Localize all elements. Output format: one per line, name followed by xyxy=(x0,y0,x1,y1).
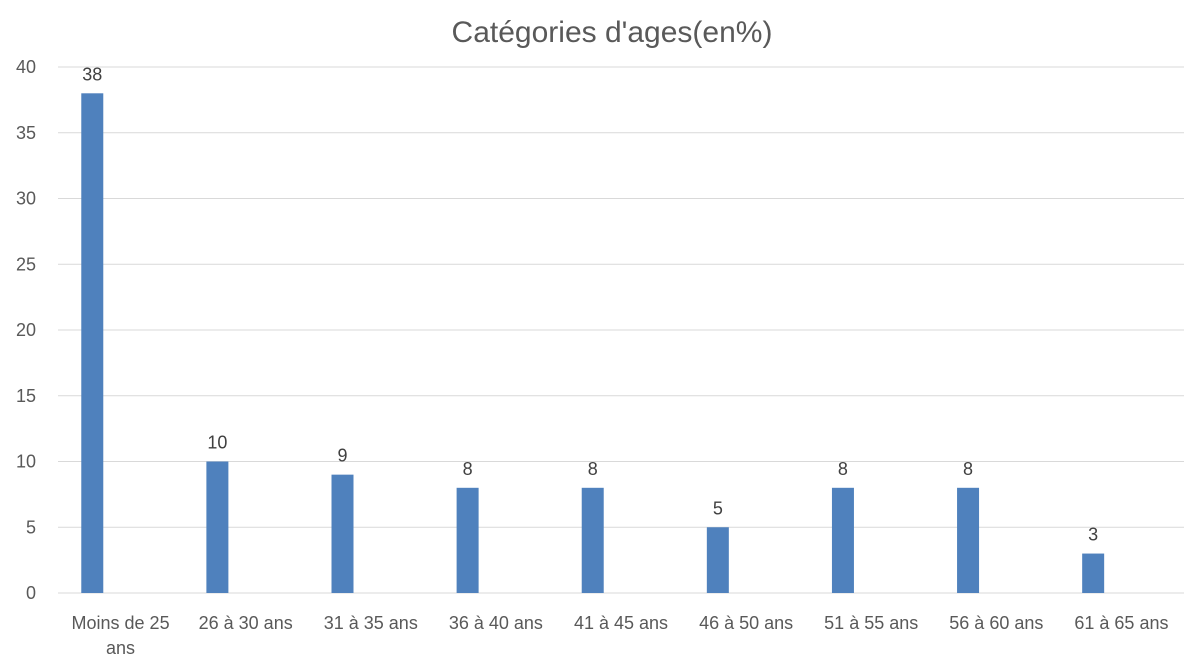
x-tick-label: 61 à 65 ans xyxy=(1074,613,1168,633)
x-axis-ticks: Moins de 25 ans 26 à 30 ans 31 à 35 ans 36 à… xyxy=(72,613,1169,658)
x-tick-label: 51 à 55 ans xyxy=(824,613,918,633)
y-tick-label: 25 xyxy=(16,254,36,274)
x-tick-label: 56 à 60 ans xyxy=(949,613,1043,633)
data-labels: 38 10 9 8 8 5 8 8 3 xyxy=(82,64,1098,544)
y-tick-label: 5 xyxy=(26,517,36,537)
x-tick-label: 46 à 50 ans xyxy=(699,613,793,633)
chart-title: Catégories d'ages(en%) xyxy=(452,16,773,49)
data-label: 8 xyxy=(588,459,598,479)
bar xyxy=(206,461,229,593)
data-label: 3 xyxy=(1088,525,1098,545)
data-label: 38 xyxy=(82,64,102,84)
y-tick-label: 40 xyxy=(16,57,36,77)
bar xyxy=(581,487,604,593)
y-tick-label: 10 xyxy=(16,452,36,472)
x-tick-label: Moins de 25 ans xyxy=(72,613,170,658)
bar xyxy=(456,487,479,593)
bar xyxy=(831,487,854,593)
gridlines xyxy=(58,66,1184,594)
data-label: 9 xyxy=(337,446,347,466)
x-tick-label: 26 à 30 ans xyxy=(199,613,293,633)
y-tick-label: 30 xyxy=(16,189,36,209)
bar xyxy=(81,93,104,594)
bars xyxy=(81,93,1105,594)
data-label: 8 xyxy=(463,459,473,479)
data-label: 8 xyxy=(838,459,848,479)
bar xyxy=(1082,553,1105,593)
y-tick-label: 35 xyxy=(16,123,36,143)
bar xyxy=(957,487,980,593)
y-tick-label: 20 xyxy=(16,320,36,340)
bar xyxy=(331,474,354,593)
data-label: 5 xyxy=(713,498,723,518)
y-tick-label: 0 xyxy=(26,583,36,603)
x-tick-label: 41 à 45 ans xyxy=(574,613,668,633)
data-label: 8 xyxy=(963,459,973,479)
y-axis-ticks: 0 5 10 15 20 25 30 35 40 xyxy=(16,57,36,603)
y-tick-label: 15 xyxy=(16,386,36,406)
x-tick-label: 36 à 40 ans xyxy=(449,613,543,633)
bar xyxy=(706,527,729,593)
x-tick-label: 31 à 35 ans xyxy=(324,613,418,633)
data-label: 10 xyxy=(207,433,227,453)
